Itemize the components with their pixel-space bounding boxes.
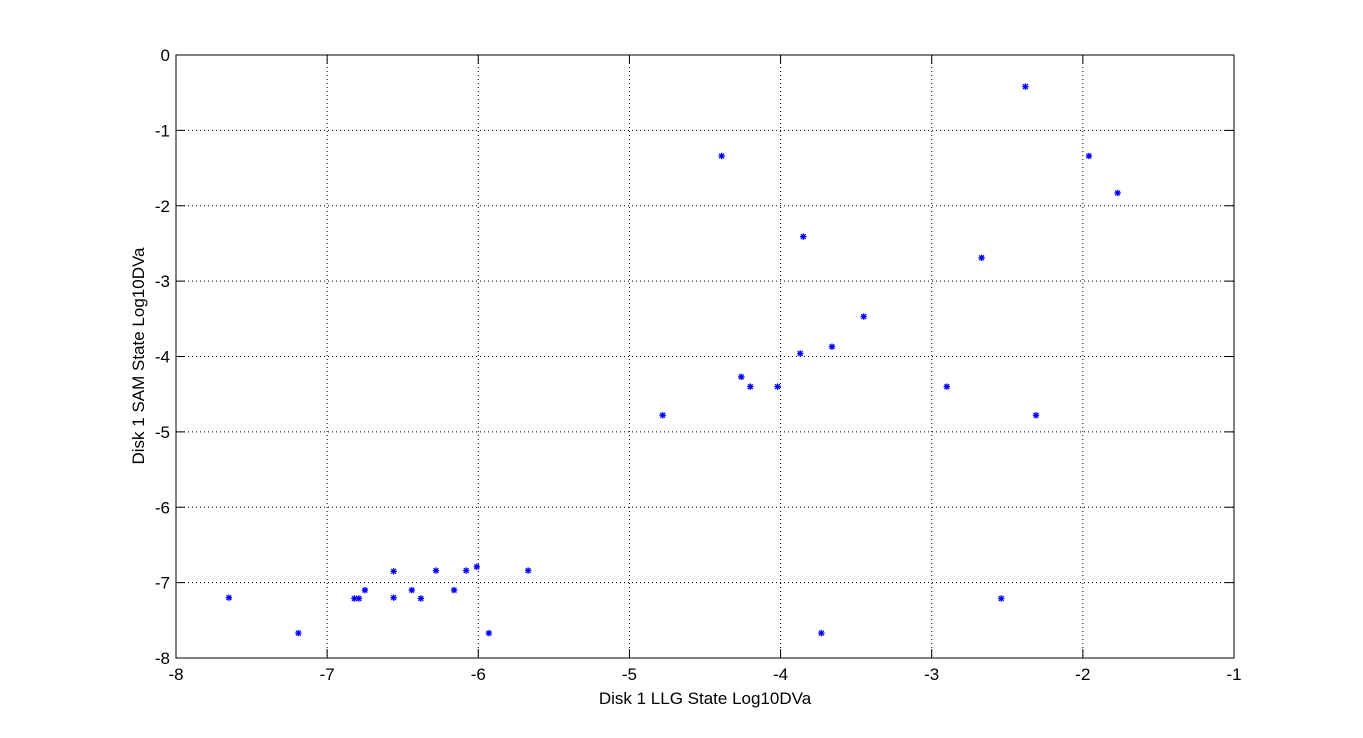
data-point [485,629,493,637]
data-point [225,594,233,601]
data-point [450,586,458,594]
data-point [1114,189,1121,197]
x-tick-label: -7 [320,665,335,684]
point-stroke [860,313,867,320]
point-stroke [738,373,745,380]
point-stroke [525,567,532,574]
point-stroke [1033,412,1039,419]
point-stroke [718,153,725,159]
data-point [860,313,867,320]
data-point [738,373,745,381]
point-stroke [818,630,825,636]
y-tick-label: -6 [155,498,170,517]
data-point [417,595,425,602]
x-tick-label: -6 [471,665,486,684]
point-stroke [226,594,232,601]
data-point [828,343,836,350]
data-point [390,594,397,601]
data-point [361,586,369,594]
point-stroke [797,350,804,357]
y-tick-label: -4 [155,348,170,367]
data-point [659,412,666,419]
point-stroke [998,595,1005,602]
point-stroke [390,594,397,601]
point-stroke [473,563,480,570]
point-stroke [1114,190,1121,196]
data-point [390,568,397,575]
y-tick-label: -8 [155,649,170,668]
data-point [718,152,725,160]
data-point [943,383,951,390]
data-point [747,383,754,390]
point-stroke [433,567,439,574]
data-point [998,595,1005,602]
point-stroke [408,587,415,594]
data-point [800,233,807,240]
point-stroke [978,254,985,261]
data-point [818,629,825,637]
data-point [1022,83,1029,90]
point-stroke [774,383,781,390]
x-tick-label: -8 [168,665,183,684]
grid-lines [176,55,1234,658]
data-point [473,563,480,570]
y-tick-label: -5 [155,423,170,442]
x-tick-labels: -8 -7 -6 -5 -4 -3 -2 -1 [168,665,1241,684]
point-stroke [295,630,302,636]
data-point [978,254,985,261]
x-tick-label: -1 [1226,665,1241,684]
point-stroke [943,383,950,390]
x-axis-title: Disk 1 LLG State Log10DVa [599,689,812,708]
point-stroke [829,343,835,350]
y-tick-label: -1 [155,121,170,140]
point-stroke [1086,153,1092,159]
y-axis-title: Disk 1 SAM State Log10DVa [129,247,148,465]
point-stroke [390,568,397,575]
data-point [1032,412,1040,419]
x-tick-label: -3 [924,665,939,684]
data-point [524,567,532,574]
point-stroke [451,587,457,594]
data-point [432,567,440,574]
data-point [408,586,415,594]
point-stroke [356,595,362,602]
data-point [351,595,358,602]
point-stroke [362,587,368,594]
data-point [1085,152,1093,160]
point-stroke [351,595,358,602]
data-point [355,595,363,602]
data-point [462,567,470,574]
point-stroke [486,630,492,636]
x-tick-label: -4 [773,665,788,684]
point-stroke [659,412,666,419]
point-stroke [747,383,754,390]
axis-ticks [175,54,1235,659]
point-stroke [463,567,470,574]
x-tick-label: -5 [622,665,637,684]
x-tick-label: -2 [1075,665,1090,684]
point-stroke [1022,83,1029,90]
data-point [295,629,302,637]
y-tick-label: -2 [155,197,170,216]
point-stroke [417,595,424,602]
y-tick-label: -3 [155,272,170,291]
y-tick-label: -7 [155,574,170,593]
data-point [797,350,804,357]
data-point [774,383,781,390]
y-tick-label: 0 [161,46,170,65]
data-points [225,83,1121,637]
y-tick-labels: 0 -1 -2 -3 -4 -5 -6 -7 -8 [155,46,170,668]
point-stroke [800,233,807,240]
